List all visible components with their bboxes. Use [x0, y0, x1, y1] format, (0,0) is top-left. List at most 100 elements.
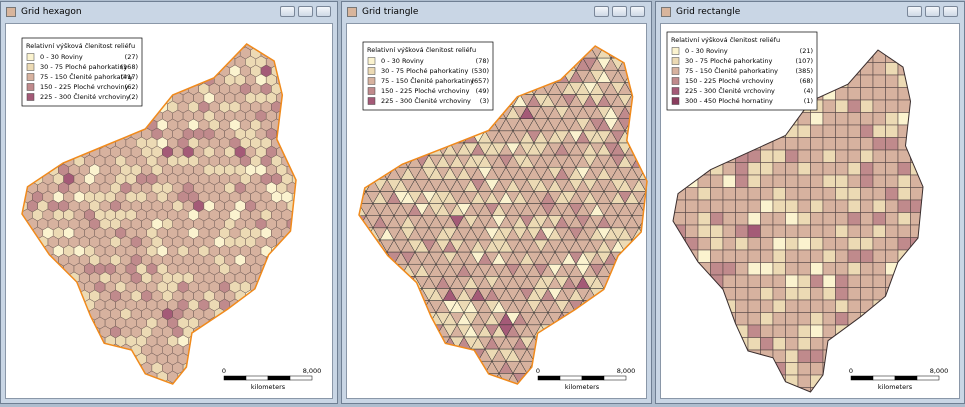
cell [610, 300, 626, 314]
cell [810, 337, 824, 351]
cell [735, 337, 749, 351]
cell [68, 379, 80, 384]
cell [547, 46, 563, 59]
cell [645, 336, 647, 350]
cell [193, 361, 205, 375]
cell [291, 118, 296, 132]
cell [797, 287, 811, 301]
cell [673, 362, 686, 376]
cell [885, 124, 899, 138]
cell [872, 212, 886, 226]
minimize-button[interactable] [907, 6, 922, 17]
cell [645, 118, 647, 132]
cell [47, 325, 59, 339]
cell [26, 253, 38, 267]
cell [214, 325, 225, 339]
maximize-button[interactable] [925, 6, 940, 17]
cell [366, 385, 380, 397]
cell [68, 361, 80, 375]
cell [835, 249, 849, 263]
cell [491, 57, 507, 71]
cell [697, 287, 711, 301]
cell [177, 64, 189, 78]
cell [860, 337, 874, 351]
cell [897, 287, 911, 301]
minimize-button[interactable] [594, 6, 609, 17]
cell [554, 46, 570, 59]
cell [291, 64, 296, 78]
cell [822, 174, 836, 188]
cell [910, 337, 923, 351]
cell [193, 44, 205, 51]
cell [303, 353, 313, 365]
cell [442, 118, 458, 132]
cell [78, 127, 90, 141]
cell [617, 300, 633, 313]
cell [568, 46, 584, 59]
cell [735, 212, 749, 226]
cell [229, 316, 241, 330]
cell [547, 336, 563, 350]
cell [760, 149, 774, 163]
cell [245, 361, 257, 375]
cell [359, 275, 367, 289]
close-button[interactable] [943, 6, 958, 17]
cell [631, 106, 647, 119]
cell [47, 361, 59, 375]
cell [286, 361, 296, 375]
cell [910, 362, 923, 376]
cell [359, 373, 374, 384]
cell [407, 142, 423, 156]
cell [303, 119, 313, 131]
cell [885, 224, 899, 238]
cell [26, 325, 38, 339]
cell [797, 362, 811, 376]
maximize-button[interactable] [298, 6, 313, 17]
cell [885, 99, 899, 113]
cell [910, 87, 923, 101]
cell [822, 137, 836, 151]
cell [760, 274, 774, 288]
map-view: Relativní výšková členitost reliéfu 0 - 3… [660, 23, 960, 399]
maximize-button[interactable] [612, 6, 627, 17]
cell [26, 145, 38, 159]
window-icon [6, 7, 16, 17]
cell [735, 349, 749, 363]
cell [68, 325, 80, 339]
cell [835, 187, 849, 201]
scale-segment [603, 375, 627, 381]
cell [365, 251, 381, 265]
cell [835, 349, 849, 363]
cell [710, 237, 724, 251]
cell [359, 287, 374, 301]
cell [710, 312, 724, 326]
cell [747, 287, 761, 301]
cell [291, 262, 296, 276]
cell [407, 324, 423, 338]
cell [810, 312, 824, 326]
cell [610, 287, 626, 301]
cell [747, 174, 761, 188]
cell [421, 130, 437, 144]
cell [286, 55, 296, 69]
cell [910, 212, 923, 226]
cell [141, 73, 153, 87]
cell [910, 62, 923, 76]
cell [797, 137, 811, 151]
cell [631, 275, 647, 289]
cell [772, 112, 786, 126]
cell [735, 287, 749, 301]
cell [847, 50, 861, 63]
close-button[interactable] [630, 6, 645, 17]
cell [151, 379, 163, 384]
cell [63, 334, 75, 348]
cell [897, 74, 911, 88]
cell [188, 46, 199, 60]
cell [513, 385, 527, 397]
cell [872, 349, 886, 363]
cell [110, 109, 121, 123]
close-button[interactable] [316, 6, 331, 17]
cell [449, 118, 465, 132]
minimize-button[interactable] [280, 6, 295, 17]
cell [885, 212, 899, 226]
